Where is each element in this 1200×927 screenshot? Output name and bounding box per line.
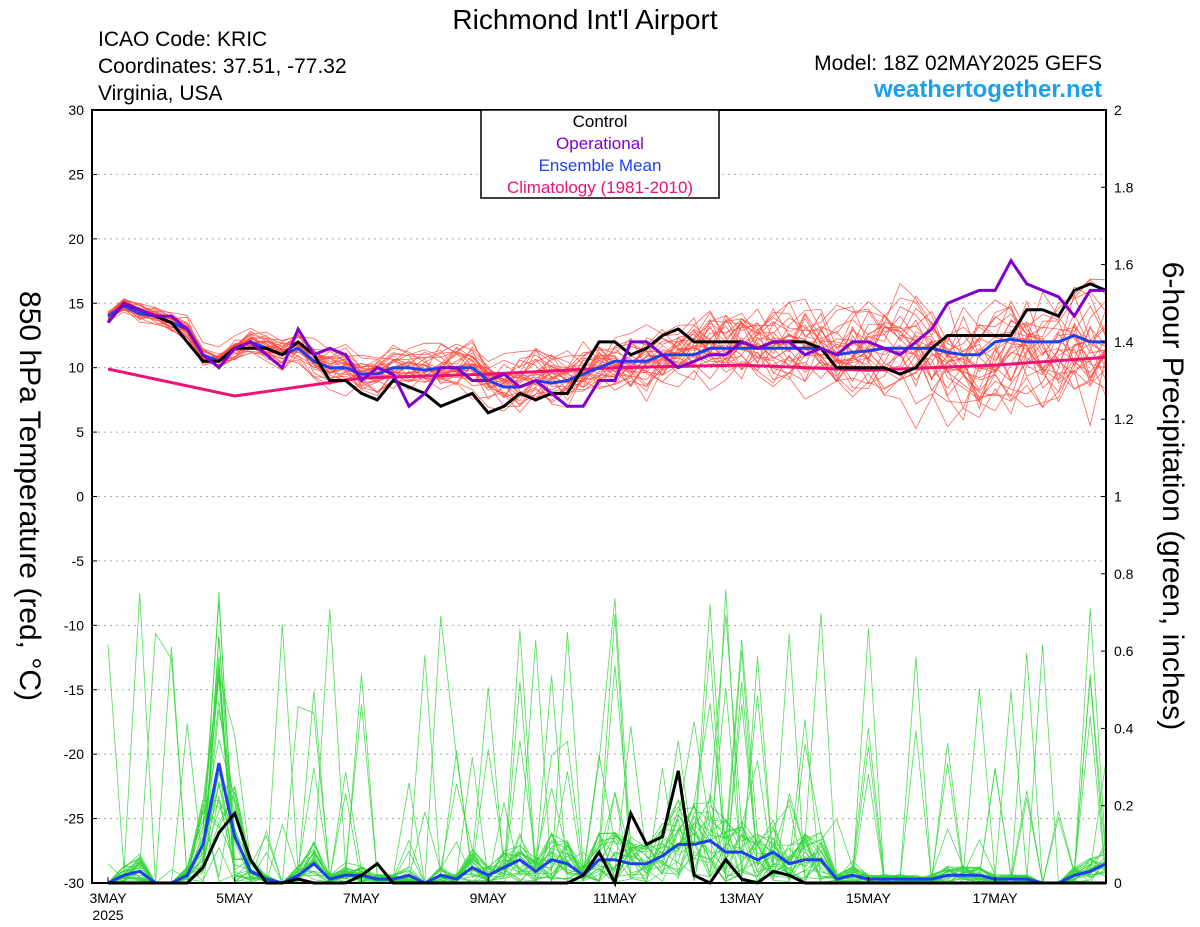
right-tick-label: 1.2 [1114,411,1134,427]
right-tick-label: 1.4 [1114,334,1134,350]
left-tick-label: 5 [76,424,84,440]
legend-box [480,109,720,199]
left-axis-title: 850 hPa Temperature (red, °C) [13,291,46,701]
x-tick-label: 7MAY [343,890,381,906]
left-tick-label: 30 [68,102,84,118]
legend: Control Operational Ensemble Mean Climat… [480,109,720,199]
operational-temp-line [106,257,1106,409]
icao-code: ICAO Code: KRIC [98,28,267,51]
x-tick-label: 3MAY [89,890,127,906]
x-tick-sublabel: 2025 [92,907,123,923]
right-tick-label: 1.6 [1114,257,1134,273]
ensemble-temp-line [107,300,1107,402]
ensemble-temp-lines [107,278,1107,430]
model-run: Model: 18Z 02MAY2025 GEFS [814,52,1102,75]
x-tick-label: 17MAY [973,890,1019,906]
left-axis-ticks: 30 25 20 15 10 5 0 -5 -10 -15 -20 -25 -30 [64,102,97,891]
right-tick-label: 0 [1114,875,1122,891]
mean-precip-line [107,762,1107,885]
left-tick-label: 0 [76,489,84,505]
left-tick-label: -10 [64,617,84,633]
ensemble-temp-line [107,295,1107,397]
right-axis-title: 6-hour Precipitation (green, inches) [1156,262,1189,731]
left-tick-label: -25 [64,811,84,827]
left-tick-label: 15 [68,295,84,311]
left-tick-label: 25 [68,166,84,182]
left-tick-label: -20 [64,746,84,762]
right-tick-label: 0.4 [1114,720,1134,736]
ensemble-precip-line [107,797,1107,884]
x-tick-label: 15MAY [846,890,892,906]
grid [92,173,1106,820]
right-tick-label: 2 [1114,102,1122,118]
ensemble-precip-line [107,648,1107,884]
legend-control: Control [573,112,628,131]
coordinates: Coordinates: 37.51, -77.32 [98,55,347,78]
chart-title: Richmond Int'l Airport [452,4,717,35]
control-temp-line [106,282,1107,415]
legend-operational: Operational [556,134,644,153]
left-tick-label: -15 [64,682,84,698]
right-axis-ticks: 2 1.8 1.6 1.4 1.2 1 0.8 0.6 0.4 0.2 0 [1101,102,1134,891]
right-tick-label: 1.8 [1114,179,1134,195]
right-tick-label: 0.2 [1114,798,1134,814]
left-tick-label: 20 [68,231,84,247]
x-tick-label: 5MAY [216,890,254,906]
site-link[interactable]: weathertogether.net [873,76,1102,103]
legend-ensemble-mean: Ensemble Mean [539,156,662,175]
left-tick-label: -30 [64,875,84,891]
x-tick-label: 9MAY [470,890,508,906]
ensemble-temp-line [107,300,1107,412]
ensemble-temp-line [107,305,1107,428]
left-tick-label: -5 [72,553,85,569]
right-tick-label: 0.6 [1114,643,1134,659]
legend-climatology: Climatology (1981-2010) [507,178,693,197]
ensemble-temp-line [107,301,1107,395]
climatology-temp-line [107,355,1107,398]
x-tick-label: 11MAY [593,890,637,906]
x-tick-label: 13MAY [719,890,765,906]
right-tick-label: 0.8 [1114,566,1134,582]
region: Virginia, USA [98,82,223,105]
left-tick-label: 10 [68,360,84,376]
right-tick-label: 1 [1114,489,1122,505]
